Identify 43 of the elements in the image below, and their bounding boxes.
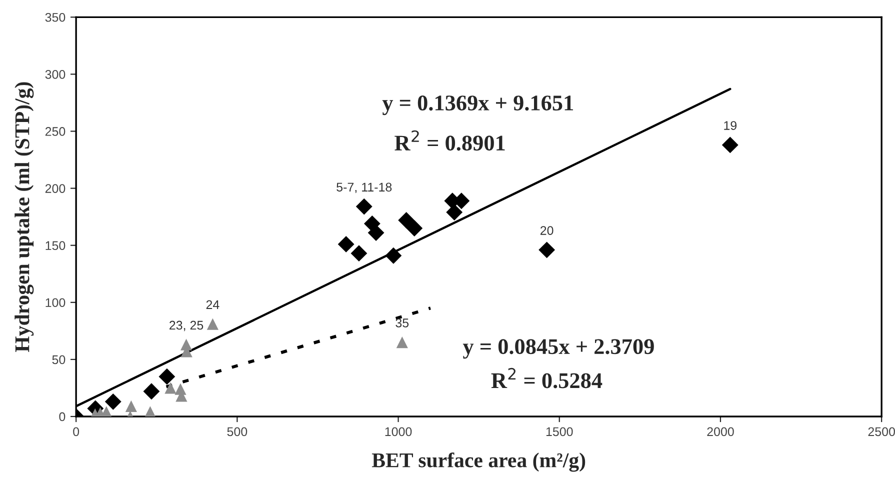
x-tick-label: 2500 — [868, 427, 895, 436]
x-tick-label: 1000 — [385, 427, 412, 436]
x-tick-label: 1500 — [546, 427, 573, 436]
point — [396, 336, 408, 348]
annotation: R$^{2}$ = 0.5284 — [491, 368, 602, 388]
annotation: 23, 25 — [170, 320, 204, 332]
x-axis-title: BET surface area (m²/g) — [372, 452, 586, 472]
point — [158, 368, 176, 385]
annotation: y = 0.0845x + 2.3709 — [462, 339, 654, 359]
y-tick-label: 0 — [59, 412, 66, 422]
point — [722, 136, 738, 154]
annotation: 19 — [724, 121, 736, 130]
annotation: 5-7, 11-18 — [336, 182, 392, 194]
y-axis-title: Hydrogen uptake (ml (STP)/g) — [14, 82, 34, 352]
y-tick-label: 100 — [46, 298, 66, 308]
x-tick-label: 0 — [73, 427, 80, 436]
annotation: y = 0.1369x + 9.1651 — [382, 96, 574, 116]
point — [356, 198, 372, 215]
point — [143, 383, 160, 400]
y-tick-label: 200 — [45, 184, 66, 193]
point — [206, 318, 218, 330]
point — [398, 212, 415, 228]
point — [338, 236, 354, 252]
annotation: 20 — [540, 226, 554, 235]
y-tick-label: 300 — [45, 70, 66, 79]
y-tick-label: 150 — [46, 241, 66, 250]
annotation: 24 — [206, 300, 220, 309]
point — [125, 400, 137, 412]
point — [350, 245, 368, 262]
y-tick-label: 350 — [45, 12, 66, 22]
point — [104, 393, 122, 410]
x-tick-label: 500 — [227, 427, 248, 436]
point — [446, 204, 463, 220]
point — [164, 382, 176, 394]
point — [368, 224, 384, 242]
point — [406, 220, 423, 236]
x-tick-label: 2000 — [707, 427, 734, 436]
annotation: 35 — [396, 318, 409, 328]
point — [538, 242, 556, 258]
point — [385, 247, 402, 264]
annotation: R$^{2}$ = 0.8901 — [394, 130, 505, 151]
y-tick-label: 50 — [52, 355, 66, 364]
y-tick-label: 250 — [45, 127, 66, 136]
